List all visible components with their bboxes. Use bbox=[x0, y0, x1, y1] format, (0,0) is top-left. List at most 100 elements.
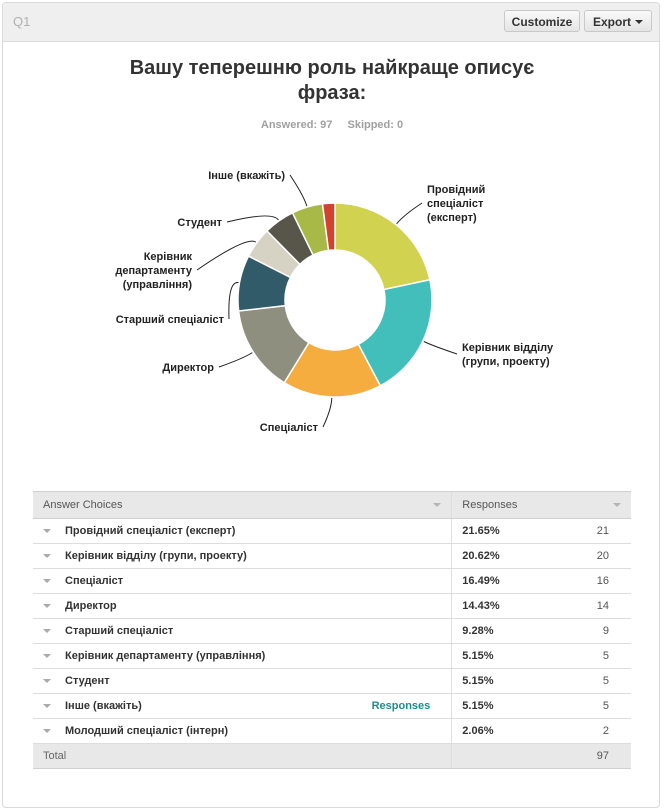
table-row: Інше (вкажіть) Responses 5.15% 5 bbox=[33, 693, 631, 719]
answer-choice-label: Молодший спеціаліст (інтерн) bbox=[65, 725, 229, 737]
export-button[interactable]: Export bbox=[584, 10, 652, 32]
response-count: 21 bbox=[545, 518, 631, 544]
slice-label: Спеціаліст bbox=[260, 422, 319, 434]
table-row: Молодший спеціаліст (інтерн) 2.06% 2 bbox=[33, 718, 631, 744]
expand-caret-icon[interactable] bbox=[43, 528, 51, 533]
label-leader-line bbox=[218, 352, 253, 368]
total-value: 97 bbox=[545, 743, 631, 769]
total-row: Total 97 bbox=[33, 743, 631, 769]
question-title-line1: Вашу теперешню роль найкраще описує bbox=[129, 57, 535, 79]
response-percent: 21.65% bbox=[451, 518, 546, 544]
chevron-down-icon bbox=[635, 20, 643, 24]
question-title: Вашу теперешню роль найкраще описує фраз… bbox=[110, 56, 554, 106]
response-count: 5 bbox=[545, 643, 631, 669]
response-count: 20 bbox=[545, 543, 631, 569]
sort-caret-icon bbox=[613, 503, 621, 507]
response-stats: Answered: 97 Skipped: 0 bbox=[0, 119, 664, 131]
expand-caret-icon[interactable] bbox=[43, 653, 51, 658]
slice-label: Старший спеціаліст bbox=[116, 314, 225, 326]
answer-choices-header[interactable]: Answer Choices bbox=[33, 491, 452, 519]
slice-label: Інше (вкажіть) bbox=[208, 170, 285, 182]
expand-caret-icon[interactable] bbox=[43, 603, 51, 608]
table-row: Студент 5.15% 5 bbox=[33, 668, 631, 694]
answer-choice-label: Керівник департаменту (управління) bbox=[65, 650, 266, 662]
table-row: Спеціаліст 16.49% 16 bbox=[33, 568, 631, 594]
slice-label-line: Спеціаліст bbox=[260, 422, 319, 434]
question-number: Q1 bbox=[13, 14, 31, 29]
label-leader-line bbox=[396, 202, 423, 225]
response-count: 2 bbox=[545, 718, 631, 744]
expand-caret-icon[interactable] bbox=[43, 703, 51, 708]
slice-label-line: (експерт) bbox=[427, 212, 477, 224]
label-leader-line bbox=[196, 240, 257, 271]
expand-caret-icon[interactable] bbox=[43, 553, 51, 558]
answer-choice-label: Керівник відділу (групи, проекту) bbox=[65, 550, 247, 562]
answer-choice-label: Студент bbox=[65, 675, 110, 687]
response-count: 5 bbox=[545, 693, 631, 719]
answer-choice-cell: Старший спеціаліст bbox=[33, 618, 452, 644]
response-count: 16 bbox=[545, 568, 631, 594]
table-row: Старший спеціаліст 9.28% 9 bbox=[33, 618, 631, 644]
pie-slice[interactable] bbox=[334, 202, 431, 291]
label-leader-line bbox=[423, 341, 458, 355]
slice-label-line: Старший спеціаліст bbox=[116, 314, 225, 326]
sort-caret-icon bbox=[433, 503, 442, 507]
answer-choice-cell: Спеціаліст bbox=[33, 568, 452, 594]
answer-choice-cell: Керівник відділу (групи, проекту) bbox=[33, 543, 452, 569]
table-row: Директор 14.43% 14 bbox=[33, 593, 631, 619]
answered-count: Answered: 97 bbox=[260, 119, 333, 131]
slice-label-line: Інше (вкажіть) bbox=[208, 170, 285, 182]
expand-caret-icon[interactable] bbox=[43, 628, 51, 633]
slice-label-line: спеціаліст bbox=[427, 198, 484, 210]
response-count: 14 bbox=[545, 593, 631, 619]
answer-choice-label: Старший спеціаліст bbox=[65, 625, 174, 637]
answer-choice-cell: Провідний спеціаліст (експерт) bbox=[33, 518, 452, 544]
slice-label: Провідний спеціаліст (експерт) bbox=[427, 184, 485, 224]
expand-caret-icon[interactable] bbox=[43, 728, 51, 733]
answer-choice-label: Інше (вкажіть) bbox=[65, 700, 142, 712]
slice-label: Керівник департаменту (управління) bbox=[115, 251, 193, 291]
table-row: Керівник департаменту (управління) 5.15% 5 bbox=[33, 643, 631, 669]
responses-table: Answer Choices Responses Провідний спеці… bbox=[33, 491, 631, 769]
table-header-row: Answer Choices Responses bbox=[33, 491, 631, 519]
slice-label-line: (управління) bbox=[123, 279, 193, 291]
response-count: 5 bbox=[545, 668, 631, 694]
answer-choice-label: Провідний спеціаліст (експерт) bbox=[65, 525, 236, 537]
slice-label: Керівник відділу (групи, проекту) bbox=[462, 342, 554, 368]
answer-choice-cell: Інше (вкажіть) Responses bbox=[33, 693, 452, 719]
slice-label-line: департаменту bbox=[115, 265, 193, 277]
slice-label-line: Директор bbox=[162, 362, 214, 374]
response-percent: 9.28% bbox=[451, 618, 546, 644]
question-header: Q1 Customize Export bbox=[3, 3, 659, 42]
customize-button[interactable]: Customize bbox=[504, 10, 580, 32]
skipped-count: Skipped: 0 bbox=[347, 119, 404, 131]
slice-label-line: Керівник bbox=[144, 251, 193, 263]
donut-chart: Провідний спеціаліст (експерт) Керівник від… bbox=[115, 170, 554, 434]
response-percent: 20.62% bbox=[451, 543, 546, 569]
slice-label: Директор bbox=[162, 362, 214, 374]
pie-slice[interactable] bbox=[357, 278, 433, 387]
answer-choice-cell: Директор bbox=[33, 593, 452, 619]
responses-link[interactable]: Responses bbox=[371, 700, 431, 712]
answer-choice-cell: Молодший спеціаліст (інтерн) bbox=[33, 718, 452, 744]
slice-label: Студент bbox=[177, 217, 222, 229]
label-leader-line bbox=[289, 174, 308, 207]
slice-label-line: Керівник відділу bbox=[462, 342, 554, 354]
total-label: Total bbox=[33, 743, 452, 769]
total-spacer bbox=[451, 743, 546, 769]
responses-header[interactable]: Responses bbox=[451, 491, 631, 519]
table-row: Провідний спеціаліст (експерт) 21.65% 21 bbox=[33, 518, 631, 544]
expand-caret-icon[interactable] bbox=[43, 678, 51, 683]
expand-caret-icon[interactable] bbox=[43, 578, 51, 583]
slice-label-line: Провідний bbox=[427, 184, 485, 196]
pie-slice[interactable] bbox=[321, 202, 336, 252]
export-label: Export bbox=[592, 15, 631, 29]
response-percent: 5.15% bbox=[451, 668, 546, 694]
label-leader-line bbox=[228, 282, 239, 320]
response-percent: 16.49% bbox=[451, 568, 546, 594]
slice-label-line: (групи, проекту) bbox=[462, 356, 550, 368]
slice-label-line: Студент bbox=[177, 217, 222, 229]
question-title-line2: фраза: bbox=[297, 82, 367, 104]
answer-choice-cell: Студент bbox=[33, 668, 452, 694]
answer-choice-cell: Керівник департаменту (управління) bbox=[33, 643, 452, 669]
